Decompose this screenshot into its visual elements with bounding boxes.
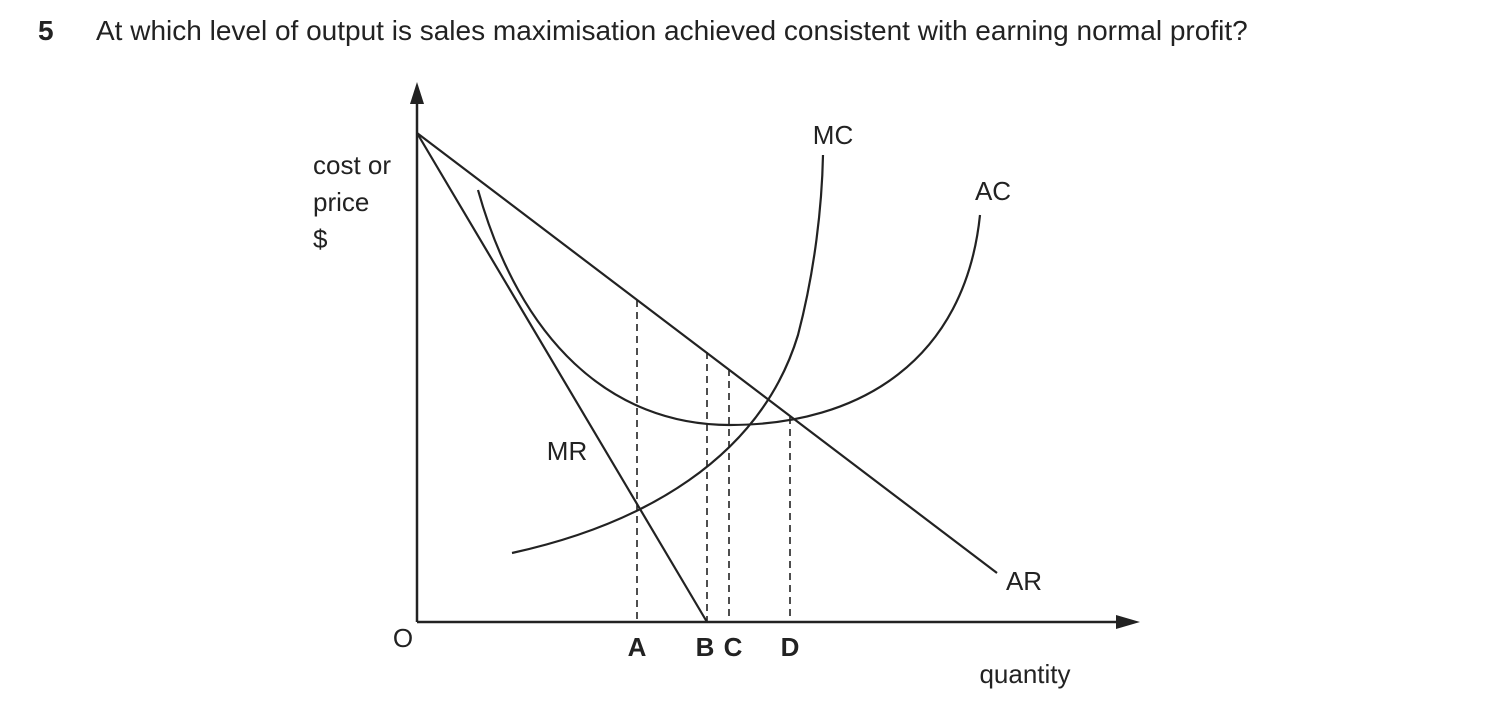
- y-axis-label: $: [313, 224, 328, 254]
- point-label: C: [724, 632, 743, 662]
- ar-label: AR: [1006, 566, 1042, 596]
- ac-label: AC: [975, 176, 1011, 206]
- point-label: B: [696, 632, 715, 662]
- x-axis-label: quantity: [979, 659, 1070, 689]
- mr-label: MR: [547, 436, 587, 466]
- y-axis-label: price: [313, 187, 369, 217]
- y-axis-arrow: [410, 82, 424, 104]
- mc-curve: [511, 154, 825, 555]
- ar-curve: [416, 132, 998, 574]
- point-label: A: [628, 632, 647, 662]
- x-axis-arrow: [1116, 615, 1140, 629]
- point-label: D: [781, 632, 800, 662]
- ac-curve: [476, 189, 982, 427]
- question-number: 5: [38, 15, 54, 46]
- mr-curve: [416, 132, 708, 623]
- origin-label: O: [393, 623, 413, 653]
- y-axis-label: cost or: [313, 150, 391, 180]
- mc-label: MC: [813, 120, 853, 150]
- question-text: At which level of output is sales maximi…: [96, 15, 1248, 46]
